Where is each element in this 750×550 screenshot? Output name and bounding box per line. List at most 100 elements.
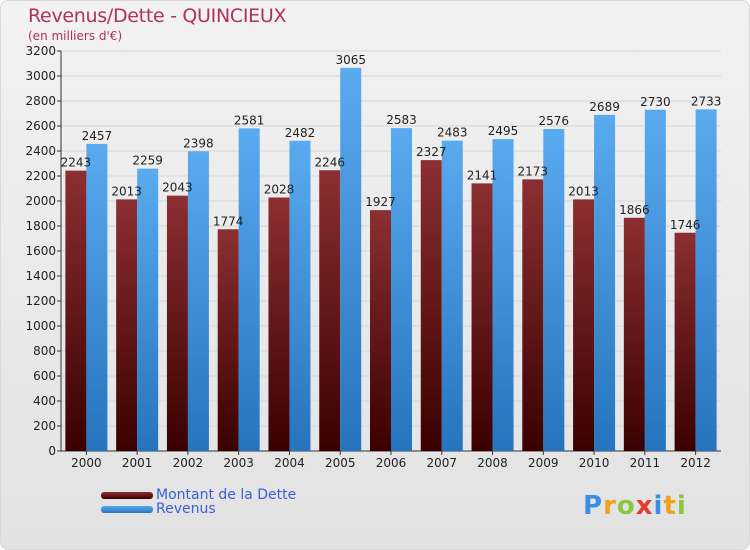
bar-dette: [116, 199, 138, 451]
bar-dette: [471, 183, 493, 451]
x-tick-label: 2011: [630, 456, 661, 470]
y-tick-label: 2200: [25, 169, 56, 183]
y-tick-label: 400: [33, 394, 56, 408]
x-tick-label: 2006: [376, 456, 407, 470]
bar-revenus: [695, 109, 717, 451]
axes: 0 200 400 600 800 1000 1200 1400 1600 1800 2000 220…: [25, 44, 721, 470]
x-tick-label: 2008: [477, 456, 508, 470]
data-label-dette: 2043: [162, 181, 193, 195]
data-label-dette: 2173: [518, 164, 549, 178]
bar-dette: [166, 195, 188, 451]
data-label-dette: 1774: [213, 214, 244, 228]
chart-title: Revenus/Dette - QUINCIEUX: [28, 5, 287, 27]
legend-swatch-dette: [101, 491, 153, 499]
chart-subtitle: (en milliers d'€): [28, 29, 123, 43]
logo-letter: t: [663, 491, 677, 521]
logo-letter: i: [653, 491, 664, 521]
bar-revenus: [441, 140, 463, 451]
logo-letter: r: [603, 491, 617, 521]
data-label-dette: 2013: [111, 184, 142, 198]
bar-revenus: [492, 139, 514, 451]
y-tick-label: 1800: [25, 219, 56, 233]
legend-item-dette: Montant de la Dette: [101, 487, 296, 503]
data-label-revenus: 2457: [82, 129, 113, 143]
data-label-revenus: 2689: [589, 100, 620, 114]
logo-letter: x: [635, 491, 654, 521]
y-tick-label: 600: [33, 369, 56, 383]
x-tick-label: 2000: [71, 456, 102, 470]
x-tick-label: 2012: [680, 456, 711, 470]
bar-dette: [573, 199, 595, 451]
y-tick-label: 2400: [25, 144, 56, 158]
bar-dette: [420, 160, 442, 451]
data-label-dette: 2141: [467, 168, 498, 182]
y-tick-label: 3000: [25, 69, 56, 83]
legend-label-revenus: Revenus: [156, 501, 216, 517]
proxiti-logo: Proxiti: [583, 491, 687, 521]
x-tick-label: 2005: [325, 456, 356, 470]
bar-revenus: [340, 67, 362, 451]
data-label-dette: 2246: [314, 155, 345, 169]
data-label-revenus: 2581: [234, 113, 265, 127]
data-label-revenus: 2583: [386, 113, 417, 127]
data-label-revenus: 2398: [183, 136, 214, 150]
data-label-dette: 1746: [670, 218, 701, 232]
data-label-dette: 1927: [365, 195, 396, 209]
data-label-revenus: 2482: [285, 126, 316, 140]
data-label-dette: 2327: [416, 145, 447, 159]
y-tick-label: 2800: [25, 94, 56, 108]
y-tick-label: 0: [48, 444, 56, 458]
x-tick-label: 2003: [223, 456, 254, 470]
bar-dette: [370, 210, 391, 451]
bar-revenus: [187, 151, 209, 451]
bar-revenus: [594, 114, 616, 451]
data-label-dette: 2028: [264, 183, 295, 197]
data-label-revenus: 2259: [132, 154, 163, 168]
data-label-revenus: 2576: [539, 114, 570, 128]
logo-letter: i: [676, 491, 687, 521]
y-tick-label: 800: [33, 344, 56, 358]
y-tick-label: 1600: [25, 244, 56, 258]
legend-item-revenus: Revenus: [101, 501, 216, 517]
y-tick-label: 1000: [25, 319, 56, 333]
data-labels: 2243 2457 2013 2259 2043 2398 1774 2581 2028 2482…: [61, 53, 722, 232]
x-tick-label: 2002: [173, 456, 204, 470]
data-label-dette: 2243: [61, 156, 92, 170]
legend-swatch-revenus: [101, 505, 153, 513]
logo-letter: P: [583, 491, 604, 521]
bar-dette: [65, 170, 87, 451]
x-tick-label: 2004: [274, 456, 305, 470]
x-tick-label: 2010: [579, 456, 610, 470]
y-tick-label: 1200: [25, 294, 56, 308]
data-label-revenus: 2730: [640, 95, 671, 109]
y-tick-label: 200: [33, 419, 56, 433]
data-label-revenus: 2495: [488, 124, 519, 138]
data-label-revenus: 2483: [437, 126, 468, 140]
bar-revenus: [391, 128, 412, 451]
bars: [65, 67, 717, 451]
x-tick-label: 2007: [426, 456, 457, 470]
bar-dette: [674, 232, 696, 451]
data-label-revenus: 2733: [691, 94, 722, 108]
y-tick-label: 1400: [25, 269, 56, 283]
bar-revenus: [238, 128, 260, 451]
x-tick-label: 2009: [528, 456, 559, 470]
bar-revenus: [137, 168, 159, 451]
bar-dette: [217, 229, 239, 451]
bar-dette: [623, 217, 645, 451]
bar-revenus: [644, 109, 666, 451]
data-label-dette: 2013: [568, 184, 599, 198]
x-tick-label: 2001: [122, 456, 153, 470]
data-label-revenus: 3065: [335, 53, 366, 67]
bar-dette: [268, 197, 290, 451]
y-tick-label: 3200: [25, 44, 56, 58]
bar-dette: [319, 170, 341, 451]
bar-revenus: [289, 140, 311, 451]
y-tick-label: 2600: [25, 119, 56, 133]
legend-label-dette: Montant de la Dette: [156, 487, 297, 503]
y-tick-label: 2000: [25, 194, 56, 208]
bar-revenus: [543, 129, 565, 451]
data-label-dette: 1866: [619, 203, 650, 217]
